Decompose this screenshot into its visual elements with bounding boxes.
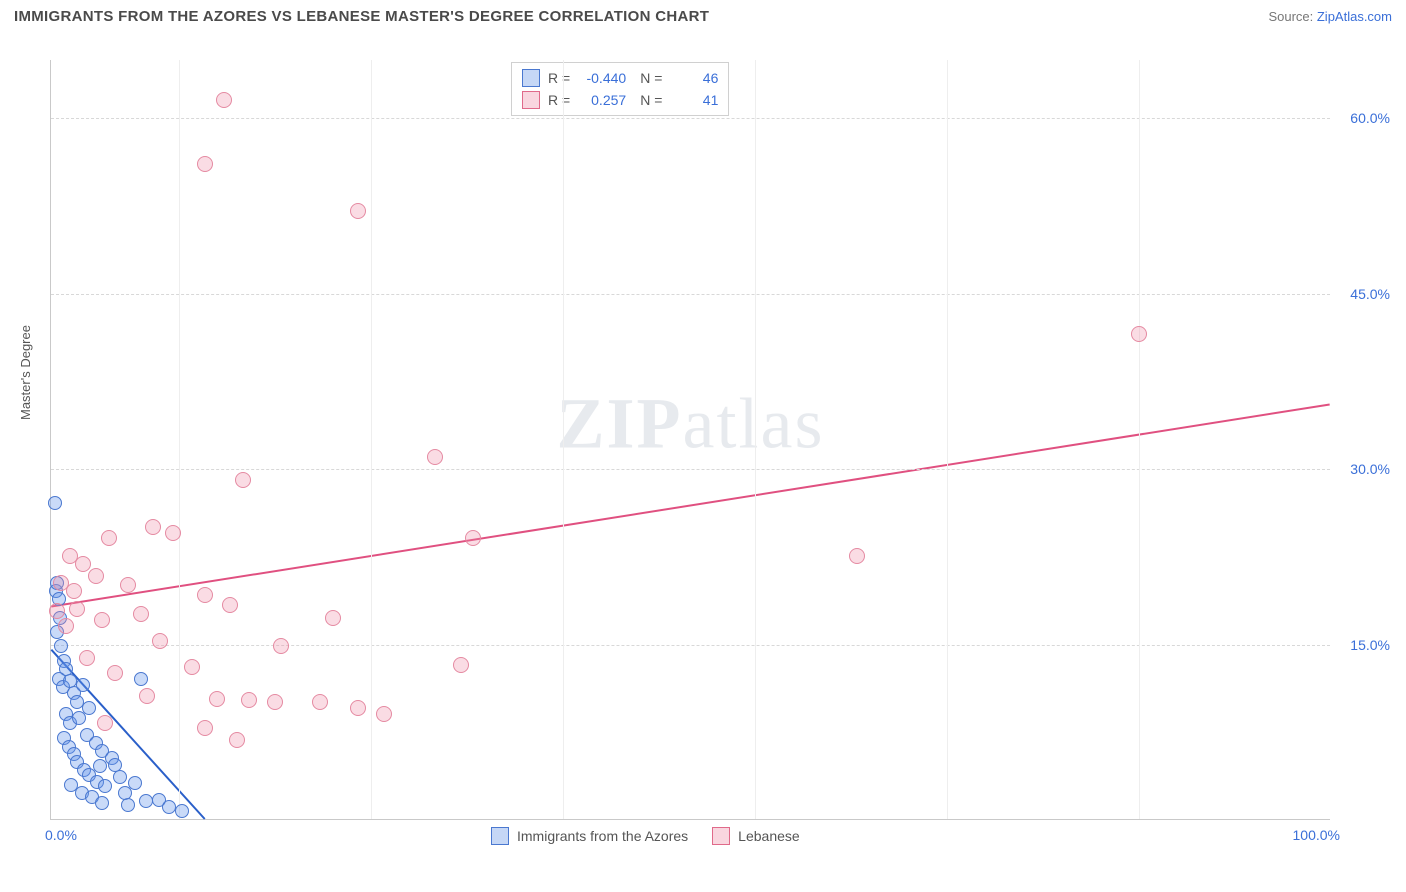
- data-point: [209, 691, 225, 707]
- data-point: [82, 701, 96, 715]
- data-point: [197, 156, 213, 172]
- y-tick-label: 30.0%: [1330, 461, 1390, 477]
- data-point: [241, 692, 257, 708]
- data-point: [453, 657, 469, 673]
- gridline: [563, 60, 564, 819]
- data-point: [465, 530, 481, 546]
- gridline: [371, 60, 372, 819]
- gridline: [1139, 60, 1140, 819]
- data-point: [75, 556, 91, 572]
- data-point: [79, 650, 95, 666]
- legend-item: Immigrants from the Azores: [491, 827, 688, 845]
- data-point: [76, 678, 90, 692]
- legend-swatch: [712, 827, 730, 845]
- data-point: [222, 597, 238, 613]
- data-point: [107, 665, 123, 681]
- gridline: [755, 60, 756, 819]
- data-point: [849, 548, 865, 564]
- data-point: [133, 606, 149, 622]
- data-point: [165, 525, 181, 541]
- y-tick-label: 15.0%: [1330, 637, 1390, 653]
- legend-row: R =0.257N =41: [522, 89, 718, 111]
- y-tick-label: 45.0%: [1330, 286, 1390, 302]
- data-point: [97, 715, 113, 731]
- data-point: [94, 612, 110, 628]
- data-point: [95, 796, 109, 810]
- data-point: [49, 603, 65, 619]
- data-point: [69, 601, 85, 617]
- data-point: [54, 639, 68, 653]
- data-point: [273, 638, 289, 654]
- gridline: [947, 60, 948, 819]
- data-point: [66, 583, 82, 599]
- data-point: [113, 770, 127, 784]
- data-point: [350, 700, 366, 716]
- x-tick-label: 0.0%: [45, 827, 77, 843]
- data-point: [325, 610, 341, 626]
- legend-swatch: [522, 69, 540, 87]
- data-point: [184, 659, 200, 675]
- data-point: [376, 706, 392, 722]
- y-tick-label: 60.0%: [1330, 110, 1390, 126]
- data-point: [216, 92, 232, 108]
- data-point: [139, 794, 153, 808]
- chart-title: IMMIGRANTS FROM THE AZORES VS LEBANESE M…: [14, 8, 709, 25]
- legend-item: Lebanese: [712, 827, 800, 845]
- data-point: [175, 804, 189, 818]
- data-point: [350, 203, 366, 219]
- series-legend: Immigrants from the Azores Lebanese: [491, 827, 800, 845]
- data-point: [145, 519, 161, 535]
- data-point: [88, 568, 104, 584]
- legend-swatch: [491, 827, 509, 845]
- data-point: [235, 472, 251, 488]
- data-point: [267, 694, 283, 710]
- x-tick-label: 100.0%: [1293, 827, 1340, 843]
- trend-line: [51, 404, 1329, 606]
- data-point: [139, 688, 155, 704]
- source-attribution: Source: ZipAtlas.com: [1268, 9, 1392, 24]
- data-point: [162, 800, 176, 814]
- data-point: [312, 694, 328, 710]
- data-point: [58, 618, 74, 634]
- source-link[interactable]: ZipAtlas.com: [1317, 9, 1392, 24]
- data-point: [48, 496, 62, 510]
- gridline: [179, 60, 180, 819]
- correlation-legend: R =-0.440N =46R =0.257N =41: [511, 62, 729, 116]
- data-point: [93, 759, 107, 773]
- data-point: [197, 720, 213, 736]
- data-point: [101, 530, 117, 546]
- legend-row: R =-0.440N =46: [522, 67, 718, 89]
- y-axis-label: Master's Degree: [18, 325, 33, 420]
- data-point: [134, 672, 148, 686]
- data-point: [98, 779, 112, 793]
- scatter-chart: ZIPatlas R =-0.440N =46R =0.257N =41 Imm…: [50, 60, 1330, 820]
- data-point: [1131, 326, 1147, 342]
- data-point: [72, 711, 86, 725]
- data-point: [197, 587, 213, 603]
- data-point: [120, 577, 136, 593]
- data-point: [152, 633, 168, 649]
- legend-swatch: [522, 91, 540, 109]
- data-point: [229, 732, 245, 748]
- data-point: [427, 449, 443, 465]
- data-point: [121, 798, 135, 812]
- data-point: [128, 776, 142, 790]
